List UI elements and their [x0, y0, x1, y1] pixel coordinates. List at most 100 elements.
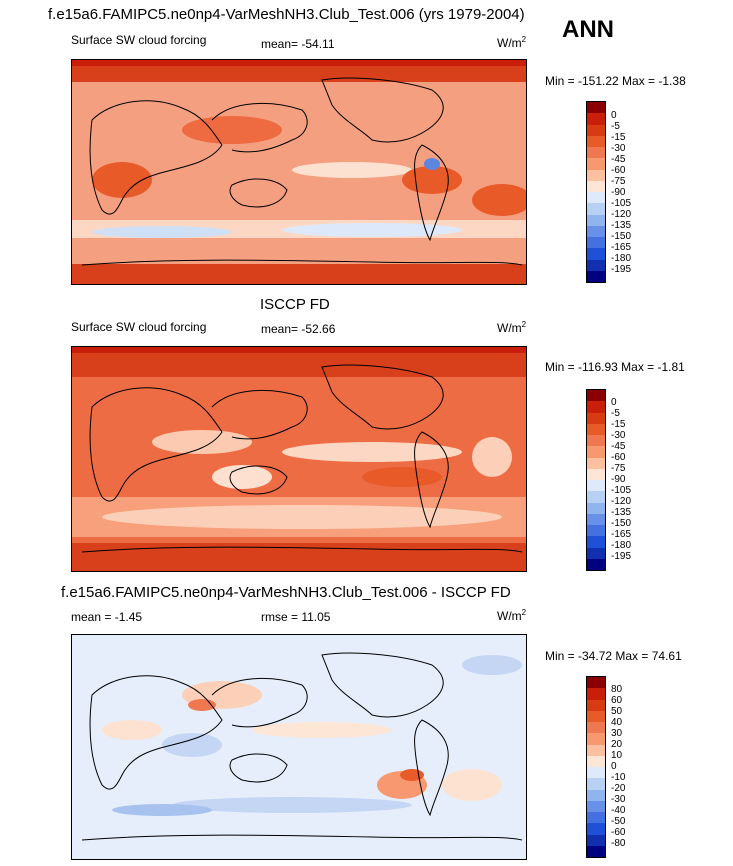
- colorbar-label: -75: [611, 463, 626, 474]
- panel1-colorbar-labels: 0 -5 -15 -30 -45 -60 -75 -90 -105 -120 -…: [611, 110, 631, 275]
- colorbar-swatch: [587, 677, 605, 689]
- colorbar-label: -60: [611, 452, 626, 463]
- colorbar-swatch: [587, 480, 605, 492]
- colorbar-label: -75: [611, 176, 626, 187]
- colorbar-swatch: [587, 113, 605, 125]
- panel3-colorbar-labels: 80 60 50 40 30 20 10 0 -10 -20 -30 -40 -…: [611, 684, 625, 849]
- panel3-title: f.e15a6.FAMIPC5.ne0np4-VarMeshNH3.Club_T…: [61, 584, 511, 601]
- panel3-map: [71, 634, 527, 860]
- colorbar-label: 0: [611, 761, 617, 772]
- panel1-minmax: Min = -151.22 Max = -1.38: [545, 74, 686, 88]
- colorbar-label: 0: [611, 397, 617, 408]
- panel2-variable-label: Surface SW cloud forcing: [71, 320, 207, 334]
- colorbar-swatch: [587, 710, 605, 722]
- panel2-units: W/m2: [497, 320, 527, 335]
- colorbar-swatch: [587, 823, 605, 835]
- colorbar-swatch: [587, 536, 605, 548]
- colorbar-swatch: [587, 744, 605, 756]
- colorbar-swatch: [587, 688, 605, 700]
- colorbar-label: -180: [611, 253, 632, 264]
- colorbar-swatch: [587, 468, 605, 480]
- colorbar-label: 30: [611, 728, 623, 739]
- season-label: ANN: [562, 16, 614, 43]
- panel1-units: W/m2: [497, 35, 527, 50]
- colorbar-label: -30: [611, 430, 626, 441]
- colorbar-swatch: [587, 225, 605, 237]
- colorbar-swatch: [587, 203, 605, 215]
- colorbar-swatch: [587, 435, 605, 447]
- colorbar-label: -105: [611, 485, 632, 496]
- colorbar-swatch: [587, 401, 605, 413]
- panel1-map: [71, 59, 527, 285]
- colorbar-swatch: [587, 812, 605, 824]
- panel3-colorbar: [586, 676, 606, 858]
- colorbar-swatch: [587, 412, 605, 424]
- colorbar-label: 10: [611, 750, 623, 761]
- colorbar-swatch: [587, 834, 605, 846]
- colorbar-swatch: [587, 547, 605, 559]
- panel2-minmax: Min = -116.93 Max = -1.81: [545, 360, 685, 374]
- colorbar-swatch: [587, 699, 605, 711]
- colorbar-label: 0: [611, 110, 617, 121]
- colorbar-label: -105: [611, 198, 632, 209]
- colorbar-swatch: [587, 248, 605, 260]
- colorbar-label: -5: [611, 408, 620, 419]
- colorbar-label: -150: [611, 518, 632, 529]
- colorbar-swatch: [587, 237, 605, 249]
- colorbar-label: 50: [611, 706, 623, 717]
- colorbar-label: -60: [611, 165, 626, 176]
- panel2-colorbar: [586, 389, 606, 571]
- colorbar-label: -150: [611, 231, 632, 242]
- colorbar-label: -80: [611, 838, 626, 849]
- colorbar-label: -45: [611, 441, 626, 452]
- colorbar-label: -135: [611, 507, 632, 518]
- colorbar-label: -120: [611, 209, 632, 220]
- colorbar-swatch: [587, 513, 605, 525]
- colorbar-label: -20: [611, 783, 626, 794]
- colorbar-swatch: [587, 789, 605, 801]
- panel2-colorbar-labels: 0 -5 -15 -30 -45 -60 -75 -90 -105 -120 -…: [611, 397, 631, 562]
- panel3-minmax: Min = -34.72 Max = 74.61: [545, 649, 682, 663]
- colorbar-label: 40: [611, 717, 623, 728]
- colorbar-label: -50: [611, 816, 626, 827]
- colorbar-label: -45: [611, 154, 626, 165]
- colorbar-swatch: [587, 135, 605, 147]
- colorbar-swatch: [587, 169, 605, 181]
- panel2-map: [71, 346, 527, 572]
- colorbar-label: -30: [611, 143, 626, 154]
- colorbar-swatch: [587, 457, 605, 469]
- colorbar-swatch: [587, 446, 605, 458]
- colorbar-swatch: [587, 767, 605, 779]
- colorbar-label: -60: [611, 827, 626, 838]
- colorbar-swatch: [587, 778, 605, 790]
- colorbar-label: -120: [611, 496, 632, 507]
- colorbar-label: -180: [611, 540, 632, 551]
- colorbar-swatch: [587, 124, 605, 136]
- colorbar-label: -15: [611, 419, 626, 430]
- panel1-colorbar: [586, 101, 606, 283]
- colorbar-label: -135: [611, 220, 632, 231]
- colorbar-swatch: [587, 102, 605, 114]
- colorbar-label: 20: [611, 739, 623, 750]
- colorbar-swatch: [587, 558, 605, 570]
- colorbar-swatch: [587, 502, 605, 514]
- panel2-mean-label: mean= -52.66: [261, 322, 336, 336]
- colorbar-swatch: [587, 491, 605, 503]
- colorbar-label: -165: [611, 242, 632, 253]
- colorbar-label: -5: [611, 121, 620, 132]
- colorbar-swatch: [587, 525, 605, 537]
- panel3-rmse-label: rmse = 11.05: [261, 610, 331, 624]
- colorbar-swatch: [587, 722, 605, 734]
- colorbar-label: -40: [611, 805, 626, 816]
- colorbar-swatch: [587, 733, 605, 745]
- colorbar-label: -90: [611, 187, 626, 198]
- panel1-title: f.e15a6.FAMIPC5.ne0np4-VarMeshNH3.Club_T…: [48, 6, 525, 23]
- colorbar-label: -165: [611, 529, 632, 540]
- colorbar-label: -195: [611, 551, 632, 562]
- colorbar-swatch: [587, 845, 605, 857]
- panel1-variable-label: Surface SW cloud forcing: [71, 33, 207, 47]
- colorbar-label: -15: [611, 132, 626, 143]
- colorbar-label: -30: [611, 794, 626, 805]
- colorbar-swatch: [587, 755, 605, 767]
- panel2-title: ISCCP FD: [260, 296, 330, 313]
